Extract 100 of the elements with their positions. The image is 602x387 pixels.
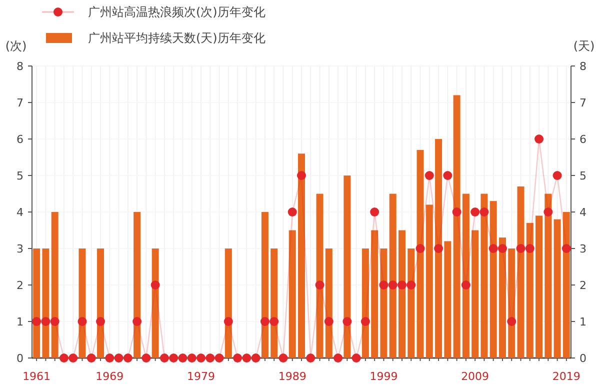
point: [224, 317, 233, 326]
point: [178, 354, 188, 362]
point: [68, 354, 78, 362]
bar: [298, 154, 305, 358]
y2-tick-label: 2: [580, 279, 586, 292]
bar: [362, 248, 369, 358]
bar: [261, 212, 268, 358]
bar: [398, 230, 406, 358]
y2-tick-label: 3: [580, 242, 586, 256]
point: [306, 354, 316, 362]
point: [288, 208, 297, 216]
x-tick-label: 1979: [187, 370, 216, 383]
y2-tick-label: 0: [580, 352, 586, 365]
point: [324, 317, 334, 326]
point: [370, 208, 380, 216]
bar: [480, 194, 488, 358]
bar: [472, 230, 479, 358]
y-tick-label: 0: [16, 352, 24, 365]
bar: [462, 194, 470, 358]
bar: [152, 248, 159, 358]
bar: [444, 241, 452, 358]
point: [242, 354, 252, 362]
point: [142, 354, 151, 362]
point: [334, 354, 343, 362]
point: [525, 244, 534, 253]
point: [78, 317, 87, 326]
bar: [490, 201, 497, 358]
point: [452, 208, 462, 216]
bar: [453, 95, 460, 358]
y2-tick-label: 8: [580, 60, 586, 73]
point: [507, 317, 516, 326]
point: [461, 280, 470, 290]
point: [297, 171, 306, 180]
bar: [380, 248, 388, 358]
point: [114, 354, 124, 362]
bar: [389, 194, 396, 358]
point: [187, 354, 196, 362]
point: [278, 354, 288, 362]
bar: [33, 248, 40, 358]
point: [214, 354, 224, 362]
bar: [517, 186, 524, 358]
point: [360, 317, 370, 326]
bar: [416, 150, 424, 358]
legend-label: 广州站高温热浪频次(次)历年变化: [88, 5, 266, 19]
y2-tick-label: 7: [580, 96, 586, 110]
point: [416, 244, 425, 253]
x-tick-label: 1969: [96, 370, 124, 383]
point: [424, 171, 434, 180]
y-axis-title: (次): [5, 39, 27, 53]
y-tick-label: 2: [16, 279, 24, 292]
point: [59, 354, 68, 362]
bar: [435, 139, 442, 358]
bar: [134, 212, 141, 358]
bar: [371, 230, 378, 358]
point: [544, 208, 553, 216]
point: [470, 208, 480, 216]
y-tick-label: 5: [16, 170, 24, 182]
point: [552, 171, 562, 180]
point: [498, 244, 507, 253]
bar: [536, 216, 543, 358]
point: [150, 280, 160, 290]
point: [434, 244, 444, 253]
point: [443, 171, 452, 180]
point: [260, 317, 270, 326]
point: [50, 317, 60, 326]
y2-tick-label: 6: [580, 133, 586, 146]
bar: [288, 230, 296, 358]
point: [196, 354, 206, 362]
bar: [270, 248, 278, 358]
bar: [544, 194, 552, 358]
bar: [562, 212, 570, 358]
bar: [526, 222, 534, 358]
point: [32, 317, 42, 326]
bar: [97, 248, 104, 358]
x-tick-label: 1989: [278, 370, 306, 383]
bar: [51, 212, 58, 358]
point: [562, 244, 571, 253]
y-tick-label: 8: [16, 60, 24, 73]
bar: [426, 204, 433, 358]
bar: [78, 248, 86, 358]
x-tick-label: 2009: [461, 370, 490, 383]
bar: [554, 219, 561, 358]
x-tick-label: 1961: [22, 370, 51, 383]
y-tick-label: 4: [16, 206, 24, 219]
x-tick-label: 1999: [370, 370, 398, 383]
y2-tick-label: 4: [580, 206, 586, 219]
point: [132, 317, 142, 326]
bar: [224, 248, 232, 358]
point: [160, 354, 169, 362]
legend-label: 广州站平均持续天数(天)历年变化: [88, 31, 266, 45]
point: [169, 354, 178, 362]
bar: [42, 248, 50, 358]
point: [86, 354, 96, 362]
point: [379, 280, 388, 290]
point: [406, 280, 416, 290]
point: [233, 354, 242, 362]
point: [534, 134, 544, 144]
y-tick-label: 1: [16, 316, 24, 328]
point: [123, 354, 132, 362]
y2-tick-label: 5: [580, 170, 586, 182]
